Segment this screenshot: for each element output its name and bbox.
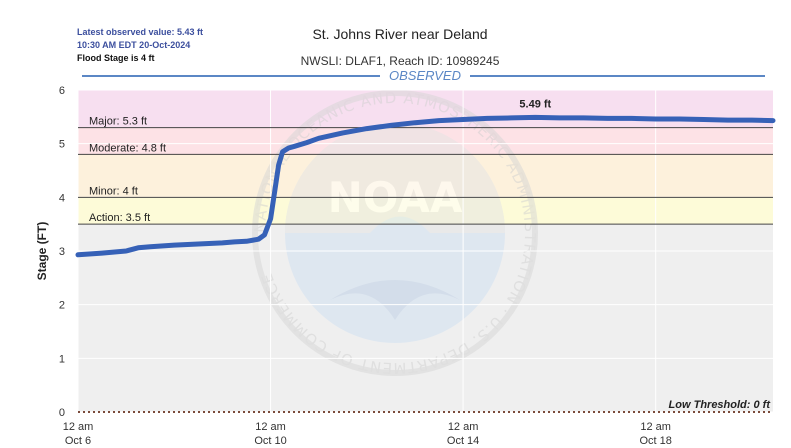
y-tick-label: 2: [59, 300, 65, 312]
y-tick-label: 4: [59, 192, 65, 204]
x-tick-label: 12 am: [63, 421, 94, 433]
observed-series: [75, 114, 776, 258]
observed-stage-line: [75, 114, 776, 258]
x-tick-date: Oct 10: [254, 435, 286, 447]
noaa-logo-watermark: NOAA NATIONAL OCEANIC AND ATMOSPHERIC AD…: [251, 89, 538, 377]
x-tick-label: 12 am: [448, 421, 479, 433]
moderate-threshold-label: Moderate: 4.8 ft: [89, 142, 166, 154]
x-tick-date: Oct 18: [639, 435, 671, 447]
observed-label: OBSERVED: [389, 68, 461, 83]
low-threshold-label: Low Threshold: 0 ft: [669, 399, 772, 411]
observed-legend: OBSERVED: [82, 68, 765, 83]
y-axis-label: Stage (FT): [35, 222, 49, 281]
y-tick-label: 1: [59, 353, 65, 365]
action-threshold-label: Action: 3.5 ft: [89, 212, 150, 224]
minor-threshold-label: Minor: 4 ft: [89, 185, 138, 197]
major-threshold-label: Major: 5.3 ft: [89, 116, 147, 128]
x-tick-date: Oct 14: [447, 435, 479, 447]
threshold-lines: Major: 5.3 ft Moderate: 4.8 ft Minor: 4 ft…: [78, 116, 773, 413]
chart-annotations: 5.49 ft: [519, 98, 551, 110]
latest-observation-info: Latest observed value: 5.43 ft 10:30 AM …: [77, 26, 203, 65]
y-tick-label: 6: [59, 85, 65, 97]
x-tick-label: 12 am: [640, 421, 671, 433]
latest-observed-time: 10:30 AM EDT 20-Oct-2024: [77, 40, 191, 50]
y-tick-label: 5: [59, 139, 65, 151]
chart-title: St. Johns River near Deland: [312, 26, 488, 42]
peak-value-label: 5.49 ft: [519, 98, 551, 110]
x-tick-date: Oct 6: [65, 435, 91, 447]
y-tick-label: 0: [59, 407, 65, 419]
x-tick-label: 12 am: [255, 421, 286, 433]
y-tick-label: 3: [59, 246, 65, 258]
chart-subtitle: NWSLI: DLAF1, Reach ID: 10989245: [300, 54, 500, 68]
chart-axes: 0 1 2 3 4 5 6 12 am Oct 6 12 am Oct 10 12 am Oct 14 1…: [35, 85, 672, 447]
latest-observed-value: Latest observed value: 5.43 ft: [77, 27, 204, 37]
flood-stage-note: Flood Stage is 4 ft: [77, 53, 155, 63]
